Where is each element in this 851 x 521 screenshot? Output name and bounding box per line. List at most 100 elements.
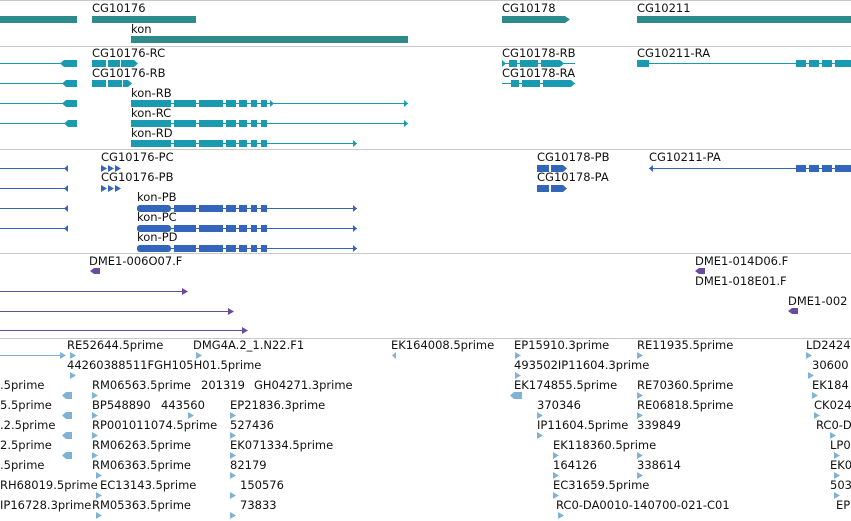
gene-label[interactable]: kon: [131, 22, 152, 36]
est-label[interactable]: 2.5prime: [0, 438, 52, 452]
est-feature[interactable]: [196, 352, 202, 359]
gene-feature[interactable]: [0, 16, 77, 23]
est-label[interactable]: 493502IP11604.3prime: [514, 358, 650, 372]
clone-label[interactable]: DME1-014D06.F: [695, 254, 789, 268]
est-label[interactable]: 527436: [230, 418, 274, 432]
mrna-feature[interactable]: [92, 80, 132, 87]
protein-label[interactable]: CG10178-PB: [537, 150, 610, 164]
est-feature[interactable]: [637, 472, 643, 479]
protein-feature[interactable]: [537, 165, 567, 172]
est-label[interactable]: CK024: [814, 398, 851, 412]
gene-feature[interactable]: [502, 16, 565, 23]
mrna-label[interactable]: CG10176-RB: [92, 66, 166, 80]
est-feature[interactable]: [92, 432, 98, 439]
est-feature[interactable]: [70, 352, 76, 359]
est-feature[interactable]: [637, 452, 643, 459]
est-label[interactable]: 82179: [230, 458, 267, 472]
est-feature[interactable]: [553, 472, 559, 479]
est-label[interactable]: IP16728.3prime: [0, 498, 92, 512]
mrna-feature[interactable]: [92, 60, 138, 67]
est-label[interactable]: EK164008.5prime: [391, 338, 495, 352]
est-feature[interactable]: [537, 432, 543, 439]
est-feature[interactable]: [188, 412, 194, 419]
est-label[interactable]: EP: [836, 498, 851, 512]
est-feature[interactable]: [834, 492, 840, 499]
mrna-feature[interactable]: [0, 120, 77, 127]
est-feature[interactable]: [834, 472, 840, 479]
est-label[interactable]: EK184: [812, 378, 849, 392]
mrna-feature[interactable]: [131, 100, 408, 107]
est-label[interactable]: RH68019.5prime: [0, 478, 98, 492]
protein-feature[interactable]: [101, 165, 121, 172]
est-label[interactable]: .2.5prime: [0, 418, 56, 432]
protein-feature[interactable]: [0, 225, 68, 232]
protein-feature[interactable]: [0, 205, 68, 212]
est-label[interactable]: EP21836.3prime: [230, 398, 326, 412]
protein-label[interactable]: CG10176-PB: [101, 170, 174, 184]
est-feature[interactable]: [814, 412, 820, 419]
est-label[interactable]: RM05363.5prime: [92, 498, 191, 512]
clone-label[interactable]: DME1-018E01.F: [695, 274, 787, 288]
mrna-feature[interactable]: [0, 60, 77, 67]
est-feature[interactable]: [96, 492, 102, 499]
est-feature[interactable]: [515, 372, 521, 379]
est-label[interactable]: EP15910.3prime: [514, 338, 610, 352]
mrna-feature[interactable]: [0, 100, 77, 107]
est-feature[interactable]: [230, 452, 236, 459]
est-label[interactable]: EK0: [830, 458, 851, 472]
est-feature[interactable]: [834, 452, 840, 459]
est-label[interactable]: RC0-DA0010-140700-021-C01: [556, 498, 730, 512]
protein-label[interactable]: kon-PD: [137, 230, 178, 244]
est-label[interactable]: IP11604.5prime: [537, 418, 629, 432]
protein-feature[interactable]: [137, 225, 357, 232]
est-feature[interactable]: [230, 472, 236, 479]
protein-feature[interactable]: [537, 185, 567, 192]
protein-feature[interactable]: [137, 205, 357, 212]
protein-feature[interactable]: [101, 185, 121, 192]
est-label[interactable]: RP001011074.5prime: [92, 418, 218, 432]
est-label[interactable]: RE70360.5prime: [637, 378, 734, 392]
mrna-feature[interactable]: [131, 140, 357, 147]
clone-label[interactable]: DME1-006O07.F: [89, 254, 183, 268]
est-feature[interactable]: [637, 412, 643, 419]
mrna-feature[interactable]: [131, 120, 408, 127]
est-label[interactable]: EK174855.5prime: [514, 378, 618, 392]
est-label[interactable]: BP548890: [92, 398, 151, 412]
est-feature[interactable]: [515, 352, 521, 359]
est-label[interactable]: 201319: [201, 378, 245, 392]
est-feature[interactable]: [230, 432, 236, 439]
est-label[interactable]: 339849: [637, 418, 681, 432]
est-label[interactable]: 164126: [553, 458, 597, 472]
est-label[interactable]: RM06563.5prime: [92, 378, 191, 392]
est-feature[interactable]: [230, 412, 236, 419]
est-feature[interactable]: [62, 392, 72, 399]
est-label[interactable]: RM06263.5prime: [92, 438, 191, 452]
est-feature[interactable]: [0, 352, 66, 359]
clone-feature[interactable]: [0, 308, 234, 315]
protein-label[interactable]: CG10211-PA: [649, 150, 721, 164]
clone-feature[interactable]: [695, 268, 705, 274]
est-feature[interactable]: [92, 452, 98, 459]
est-feature[interactable]: [96, 512, 102, 519]
est-label[interactable]: 503: [830, 478, 851, 492]
est-feature[interactable]: [510, 392, 522, 399]
est-label[interactable]: 44260388511FGH105H01.5prime: [67, 358, 262, 372]
protein-label[interactable]: CG10176-PC: [101, 150, 174, 164]
est-feature[interactable]: [806, 352, 812, 359]
est-feature[interactable]: [70, 372, 76, 379]
protein-label[interactable]: kon-PB: [137, 190, 177, 204]
gene-feature[interactable]: [131, 36, 408, 43]
clone-label[interactable]: DME1-002: [788, 294, 848, 308]
clone-feature[interactable]: [788, 308, 798, 314]
est-feature[interactable]: [62, 412, 72, 419]
est-feature[interactable]: [537, 412, 543, 419]
gene-feature[interactable]: [92, 16, 196, 23]
est-label[interactable]: EC13143.5prime: [100, 478, 197, 492]
clone-feature[interactable]: [0, 288, 188, 295]
est-feature[interactable]: [558, 512, 564, 519]
est-label[interactable]: 443560: [161, 398, 205, 412]
protein-feature[interactable]: [137, 245, 357, 252]
est-feature[interactable]: [230, 512, 236, 519]
est-label[interactable]: LP0: [830, 438, 851, 452]
mrna-label[interactable]: kon-RD: [131, 126, 173, 140]
